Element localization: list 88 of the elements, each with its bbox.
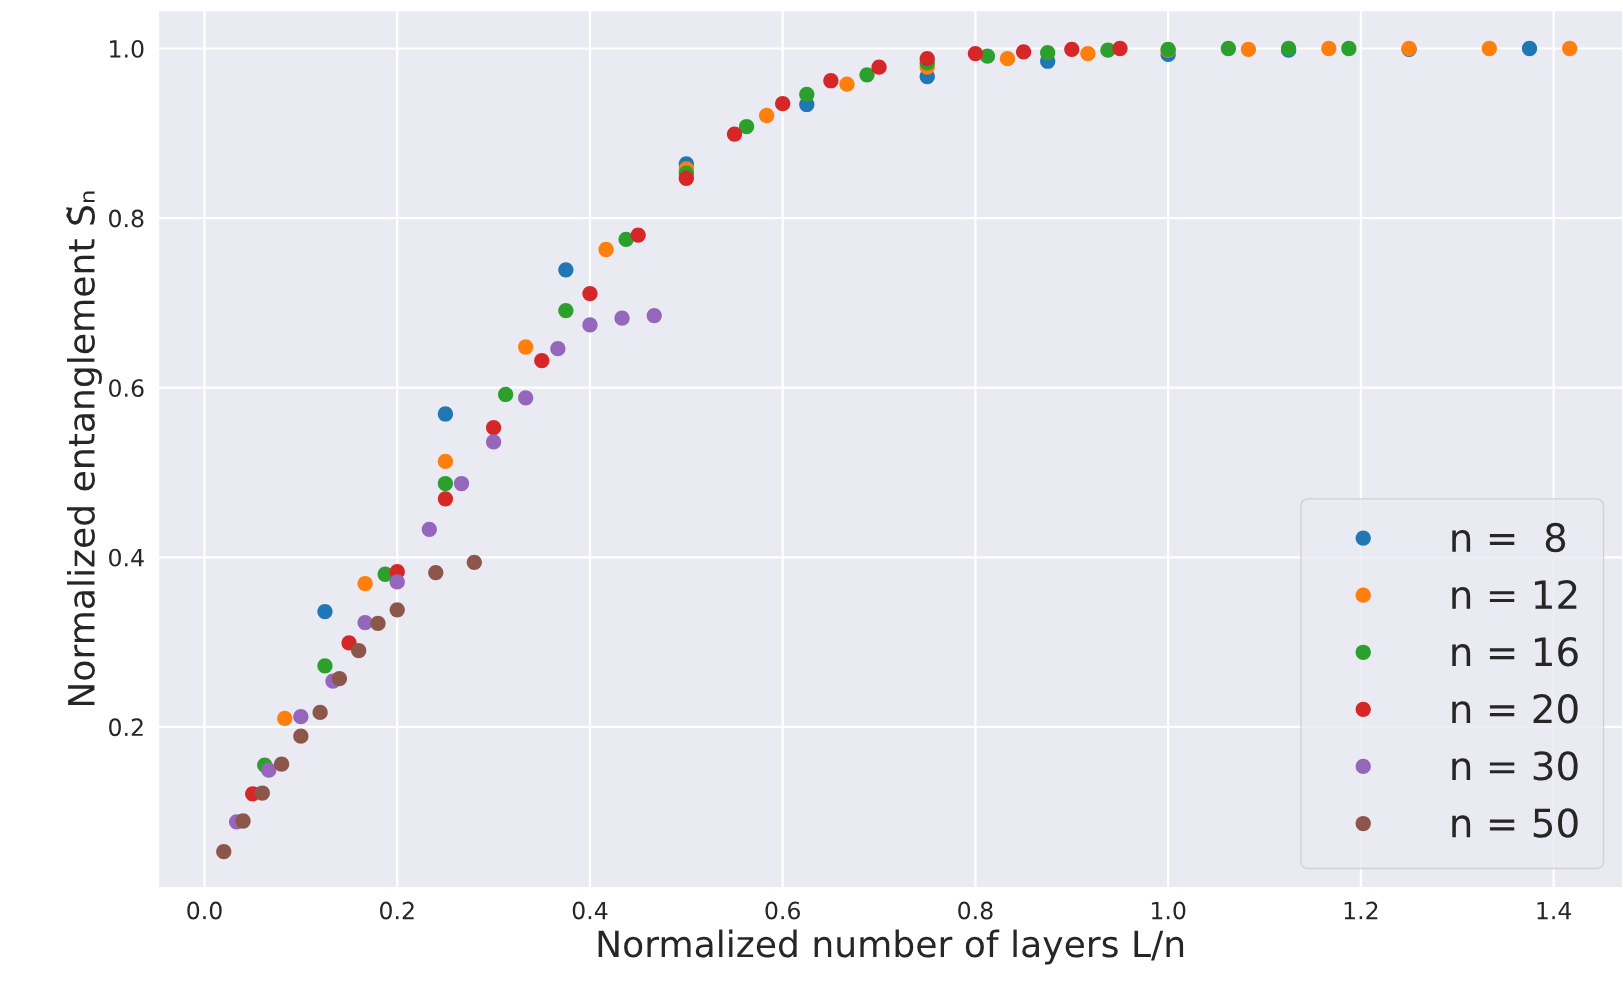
point bbox=[1240, 41, 1257, 57]
point bbox=[919, 51, 935, 67]
x-tick-label: 0.2 bbox=[380, 901, 414, 920]
point bbox=[273, 756, 290, 772]
point bbox=[614, 310, 630, 326]
x-tick-label: 0.4 bbox=[572, 901, 608, 920]
point bbox=[534, 352, 550, 369]
point bbox=[317, 603, 333, 620]
point bbox=[518, 390, 534, 406]
point bbox=[1321, 40, 1337, 57]
point bbox=[437, 475, 454, 492]
point bbox=[312, 704, 328, 721]
point bbox=[598, 241, 614, 258]
point bbox=[235, 813, 251, 829]
point bbox=[254, 785, 270, 801]
point bbox=[216, 843, 232, 860]
x-tick-label: 0.6 bbox=[765, 901, 800, 920]
x-tick-label: 1.0 bbox=[1151, 901, 1186, 920]
point bbox=[357, 614, 373, 631]
point bbox=[775, 95, 791, 112]
legend-label: n = 8 bbox=[1452, 522, 1566, 553]
point bbox=[437, 491, 454, 507]
point bbox=[678, 170, 694, 186]
y-tick-label: 0.6 bbox=[109, 379, 144, 397]
point bbox=[498, 386, 514, 403]
point bbox=[485, 434, 502, 450]
point bbox=[1064, 41, 1080, 57]
legend-label: n = 20 bbox=[1452, 694, 1578, 724]
point bbox=[799, 86, 815, 102]
legend-label: n = 50 bbox=[1452, 808, 1578, 838]
point bbox=[1562, 40, 1578, 57]
point bbox=[550, 341, 566, 357]
point bbox=[485, 419, 502, 436]
legend-label: n = 16 bbox=[1452, 637, 1578, 667]
point bbox=[1481, 40, 1497, 57]
point bbox=[466, 554, 482, 571]
point bbox=[1040, 45, 1056, 61]
point bbox=[370, 615, 386, 632]
point bbox=[261, 762, 277, 778]
point bbox=[558, 262, 574, 278]
point bbox=[859, 67, 875, 83]
point bbox=[582, 285, 598, 302]
point bbox=[421, 521, 437, 537]
point bbox=[389, 602, 405, 618]
point bbox=[1220, 40, 1237, 57]
point bbox=[871, 59, 887, 75]
point bbox=[331, 670, 348, 687]
point bbox=[758, 107, 775, 124]
y-tick-label: 0.4 bbox=[109, 548, 144, 567]
point bbox=[839, 76, 855, 92]
y-tick-label: 0.2 bbox=[109, 718, 143, 737]
point bbox=[1015, 44, 1032, 60]
point bbox=[351, 642, 367, 659]
point bbox=[428, 564, 444, 581]
x-tick-label: 1.4 bbox=[1537, 901, 1572, 920]
x-tick-label: 0.0 bbox=[187, 901, 222, 920]
point bbox=[389, 574, 405, 590]
point bbox=[453, 475, 470, 492]
point bbox=[738, 118, 755, 135]
point bbox=[618, 231, 634, 247]
point bbox=[293, 728, 309, 744]
point bbox=[293, 709, 309, 725]
point bbox=[646, 307, 662, 324]
point bbox=[967, 45, 984, 62]
point bbox=[1080, 45, 1096, 62]
point bbox=[1521, 40, 1538, 57]
x-tick-label: 0.8 bbox=[958, 901, 993, 920]
legend-label: n = 12 bbox=[1452, 579, 1577, 609]
point bbox=[437, 453, 454, 470]
point bbox=[437, 406, 454, 422]
point bbox=[726, 126, 743, 142]
point bbox=[823, 73, 839, 89]
point bbox=[582, 317, 598, 333]
y-axis-title: Normalized entanglement S̃ₙ bbox=[66, 191, 102, 706]
point bbox=[518, 339, 534, 355]
point bbox=[558, 302, 574, 319]
point bbox=[357, 575, 373, 592]
y-tick-label: 1.0 bbox=[110, 39, 144, 58]
point bbox=[999, 51, 1016, 67]
point bbox=[1112, 40, 1128, 57]
point bbox=[1341, 40, 1357, 57]
point bbox=[630, 227, 646, 243]
point bbox=[317, 658, 333, 674]
x-axis-title: Normalized number of layers L/n bbox=[598, 929, 1184, 965]
point bbox=[277, 710, 293, 727]
legend-label: n = 30 bbox=[1452, 751, 1578, 781]
y-tick-label: 0.8 bbox=[109, 209, 144, 228]
x-tick-label: 1.2 bbox=[1344, 901, 1378, 920]
